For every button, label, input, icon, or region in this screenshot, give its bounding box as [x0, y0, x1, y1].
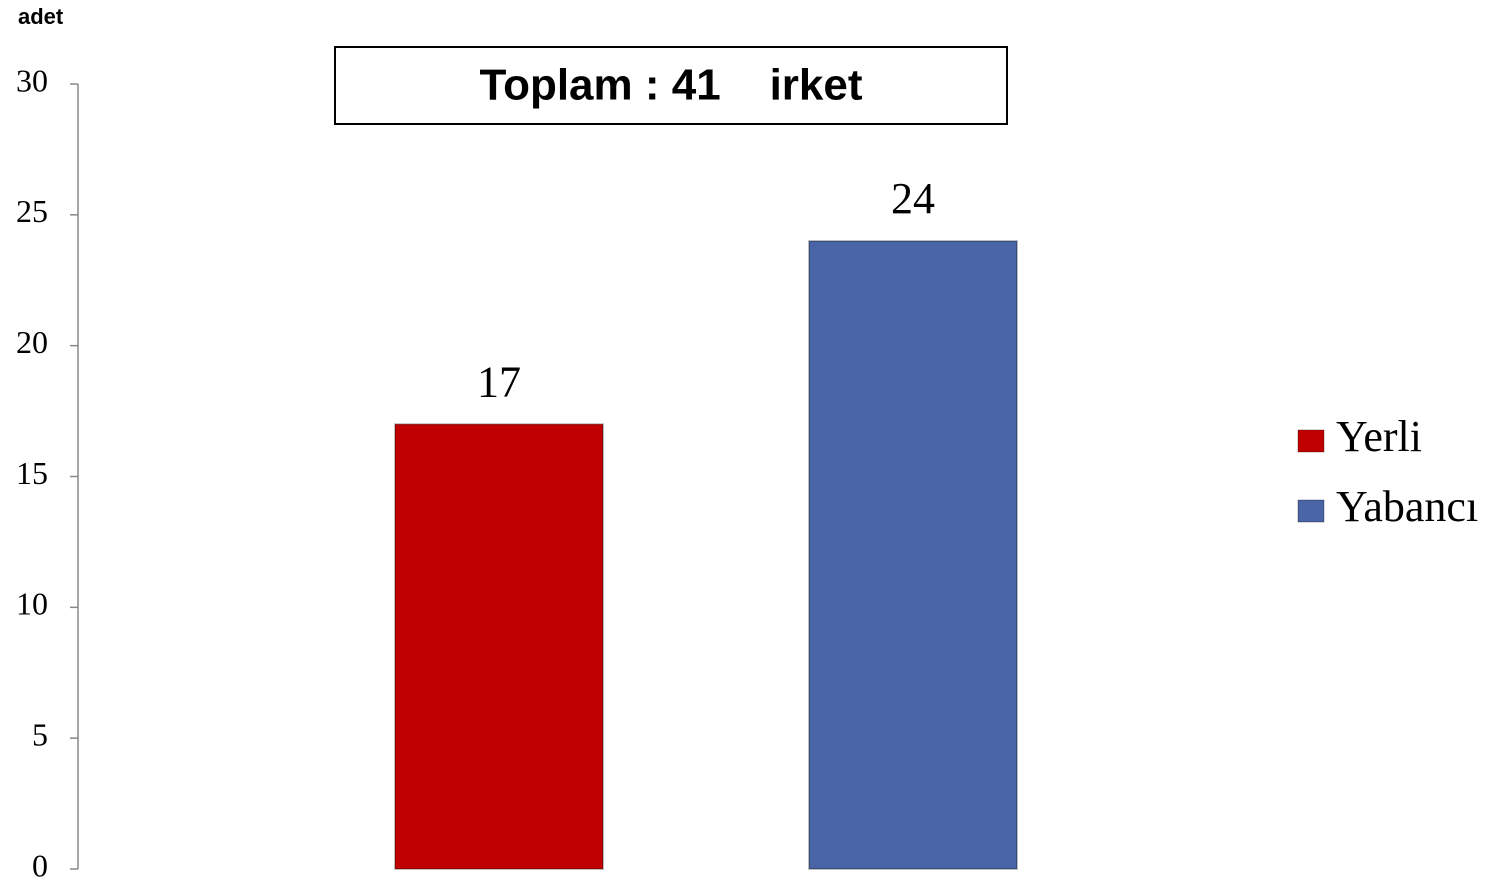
y-tick-label: 15	[16, 455, 48, 491]
bar	[808, 240, 1018, 870]
y-tick-label: 20	[16, 324, 48, 360]
y-tick-label: 10	[16, 586, 48, 622]
y-tick-label: 0	[32, 847, 48, 883]
y-tick-label: 25	[16, 193, 48, 229]
y-tick-label: 30	[16, 62, 48, 98]
legend-swatch	[1297, 429, 1325, 453]
value-label: 17	[477, 357, 521, 406]
y-tick-label: 5	[32, 717, 48, 753]
value-label: 24	[891, 174, 935, 223]
annotation: Toplam : 41 irket	[479, 61, 862, 110]
legend-label: Yerli	[1336, 412, 1422, 461]
bar	[394, 423, 604, 870]
legend-label: Yabancı	[1336, 482, 1478, 531]
y-axis-label: adet	[18, 4, 64, 29]
legend-swatch	[1297, 499, 1325, 523]
annotation-box	[334, 46, 1008, 125]
